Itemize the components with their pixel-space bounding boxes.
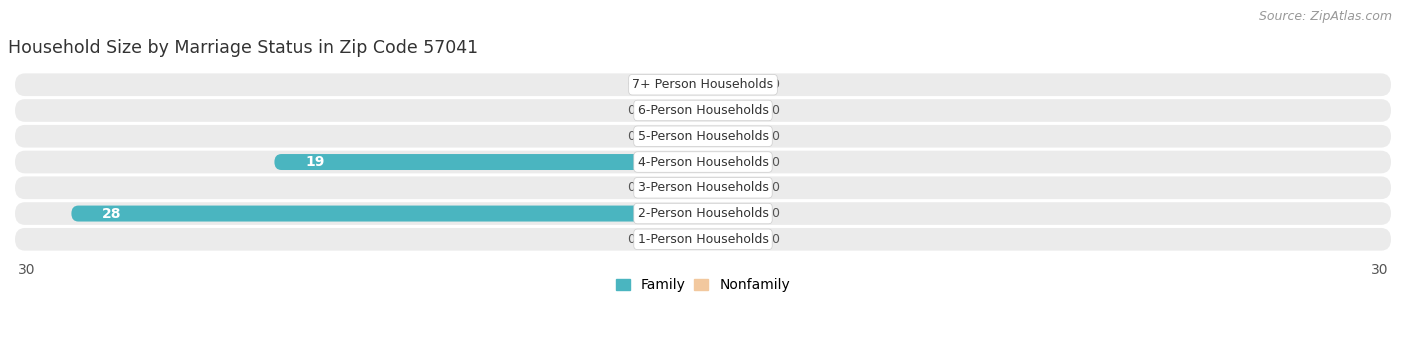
FancyBboxPatch shape xyxy=(15,228,1391,251)
Text: 4-Person Households: 4-Person Households xyxy=(637,155,769,169)
FancyBboxPatch shape xyxy=(647,128,703,144)
Text: 19: 19 xyxy=(305,155,325,169)
Text: 0: 0 xyxy=(627,181,636,194)
FancyBboxPatch shape xyxy=(15,202,1391,225)
Text: 0: 0 xyxy=(770,233,779,246)
Text: 0: 0 xyxy=(770,78,779,91)
Legend: Family, Nonfamily: Family, Nonfamily xyxy=(616,278,790,292)
Text: 3-Person Households: 3-Person Households xyxy=(637,181,769,194)
Text: 2-Person Households: 2-Person Households xyxy=(637,207,769,220)
Text: 0: 0 xyxy=(627,78,636,91)
FancyBboxPatch shape xyxy=(703,128,759,144)
Text: 0: 0 xyxy=(627,130,636,143)
FancyBboxPatch shape xyxy=(647,180,703,196)
FancyBboxPatch shape xyxy=(15,176,1391,199)
FancyBboxPatch shape xyxy=(72,206,703,222)
FancyBboxPatch shape xyxy=(15,125,1391,148)
Text: 7+ Person Households: 7+ Person Households xyxy=(633,78,773,91)
Text: 1-Person Households: 1-Person Households xyxy=(637,233,769,246)
Text: 0: 0 xyxy=(770,104,779,117)
FancyBboxPatch shape xyxy=(15,73,1391,96)
FancyBboxPatch shape xyxy=(15,99,1391,122)
FancyBboxPatch shape xyxy=(15,151,1391,173)
Text: 0: 0 xyxy=(770,130,779,143)
FancyBboxPatch shape xyxy=(647,77,703,93)
Text: 0: 0 xyxy=(627,233,636,246)
FancyBboxPatch shape xyxy=(647,231,703,247)
Text: 28: 28 xyxy=(103,206,122,221)
FancyBboxPatch shape xyxy=(274,154,703,170)
Text: Household Size by Marriage Status in Zip Code 57041: Household Size by Marriage Status in Zip… xyxy=(8,39,478,57)
FancyBboxPatch shape xyxy=(647,102,703,118)
Text: Source: ZipAtlas.com: Source: ZipAtlas.com xyxy=(1258,10,1392,23)
FancyBboxPatch shape xyxy=(703,206,759,222)
FancyBboxPatch shape xyxy=(703,180,759,196)
Text: 0: 0 xyxy=(627,104,636,117)
Text: 0: 0 xyxy=(770,181,779,194)
Text: 6-Person Households: 6-Person Households xyxy=(637,104,769,117)
Text: 0: 0 xyxy=(770,155,779,169)
FancyBboxPatch shape xyxy=(703,154,759,170)
FancyBboxPatch shape xyxy=(703,77,759,93)
Text: 0: 0 xyxy=(770,207,779,220)
FancyBboxPatch shape xyxy=(703,102,759,118)
FancyBboxPatch shape xyxy=(703,231,759,247)
Text: 5-Person Households: 5-Person Households xyxy=(637,130,769,143)
